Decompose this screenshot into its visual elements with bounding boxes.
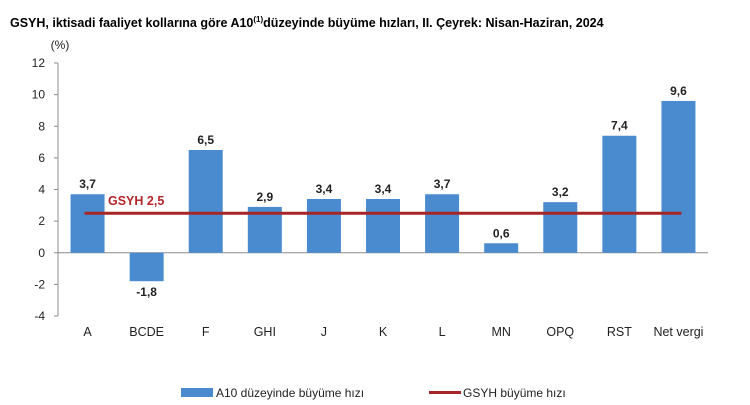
y-axis-unit: (%) [51, 38, 70, 52]
bar [188, 149, 223, 253]
chart-title: GSYH, iktisadi faaliyet kollarına göre A… [10, 14, 604, 30]
y-tick-label: 12 [32, 56, 46, 70]
data-label: 3,7 [79, 177, 96, 191]
data-label: 7,4 [611, 119, 628, 133]
y-tick-label: 8 [38, 119, 45, 133]
data-label: 3,7 [434, 177, 451, 191]
y-tick-label: -2 [34, 277, 45, 291]
data-label: 2,9 [256, 190, 273, 204]
legend-bar-swatch [181, 388, 213, 397]
chart-title-main: GSYH, iktisadi faaliyet kollarına göre A… [10, 16, 254, 30]
category-label: RST [607, 325, 632, 339]
data-label: 0,6 [493, 226, 510, 240]
category-label: L [439, 325, 446, 339]
category-label: J [321, 325, 327, 339]
category-label: F [202, 325, 210, 339]
bar [425, 194, 460, 253]
category-label: Net vergi [653, 325, 703, 339]
bar [661, 100, 696, 253]
chart-title-footnote-ref: (1) [253, 14, 264, 24]
legend-line-label: GSYH büyüme hızı [463, 386, 566, 400]
y-tick-label: 0 [38, 246, 45, 260]
y-tick-label: 6 [38, 151, 45, 165]
data-label: 9,6 [670, 84, 687, 98]
category-label: OPQ [546, 325, 574, 339]
bar [602, 135, 637, 253]
category-label: BCDE [129, 325, 164, 339]
data-label: 6,5 [197, 133, 214, 147]
bar [484, 243, 519, 253]
bar [366, 198, 400, 253]
category-label: MN [491, 325, 510, 339]
bar [306, 198, 341, 253]
y-tick-label: 4 [38, 183, 45, 197]
data-label: 3,4 [316, 182, 333, 196]
category-label: K [379, 325, 388, 339]
bar [129, 252, 164, 282]
bar [70, 194, 105, 253]
y-tick-label: 2 [38, 214, 45, 228]
gsyh-reference-label: GSYH 2,5 [108, 194, 164, 208]
category-label: GHI [254, 325, 276, 339]
chart-title-rest: düzeyinde büyüme hızları, II. Çeyrek: Ni… [263, 16, 604, 30]
data-label: 3,2 [552, 185, 569, 199]
category-label: A [83, 325, 92, 339]
y-tick-label: -4 [34, 309, 45, 323]
y-tick-label: 10 [32, 88, 46, 102]
data-label: -1,8 [136, 285, 157, 299]
legend-bar-label: A10 düzeyinde büyüme hızı [216, 386, 364, 400]
data-label: 3,4 [375, 182, 392, 196]
bar [543, 202, 578, 253]
